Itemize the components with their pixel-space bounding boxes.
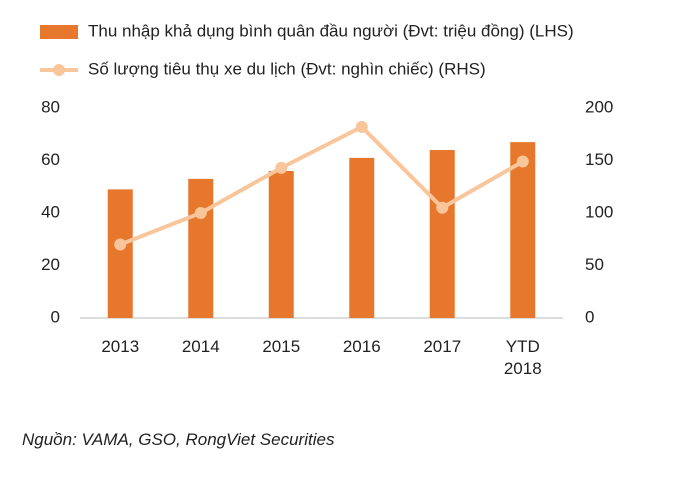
bar [510, 142, 536, 318]
x-tick-label: 2016 [342, 337, 381, 356]
line-point [516, 155, 529, 168]
line-point [114, 238, 127, 251]
x-tick-label: 2017 [423, 337, 462, 356]
legend-label: Số lượng tiêu thụ xe du lịch (Đvt: nghìn… [88, 59, 486, 78]
y2-tick-label: 100 [585, 202, 613, 221]
bar [429, 150, 455, 318]
source-note: Nguồn: VAMA, GSO, RongViet Securities [22, 430, 335, 449]
line-point [436, 201, 449, 214]
bar [107, 189, 133, 318]
bar [188, 178, 214, 318]
x-tick-label: 2015 [262, 337, 301, 356]
legend-label: Thu nhập khả dụng bình quân đầu người (Đ… [88, 21, 574, 40]
y2-tick-label: 50 [585, 255, 604, 274]
y-tick-label: 60 [41, 150, 60, 169]
bar [349, 157, 375, 318]
legend-swatch [40, 25, 78, 39]
legend-swatch [53, 64, 65, 76]
y-tick-label: 0 [51, 307, 60, 326]
line [119, 124, 524, 247]
line-point [355, 120, 368, 133]
line-point [194, 207, 207, 219]
y2-tick-label: 0 [585, 307, 594, 326]
x-tick-label: YTD 2018 [503, 337, 542, 378]
y-tick-label: 80 [41, 97, 60, 116]
y2-tick-label: 150 [585, 150, 613, 169]
x-tick-label: 2013 [101, 337, 140, 356]
bar [268, 171, 294, 318]
x-tick-label: 2014 [181, 337, 220, 356]
y-tick-label: 20 [41, 255, 60, 274]
y-tick-label: 40 [41, 202, 60, 221]
line-point [275, 161, 288, 174]
y2-tick-label: 200 [585, 97, 613, 116]
